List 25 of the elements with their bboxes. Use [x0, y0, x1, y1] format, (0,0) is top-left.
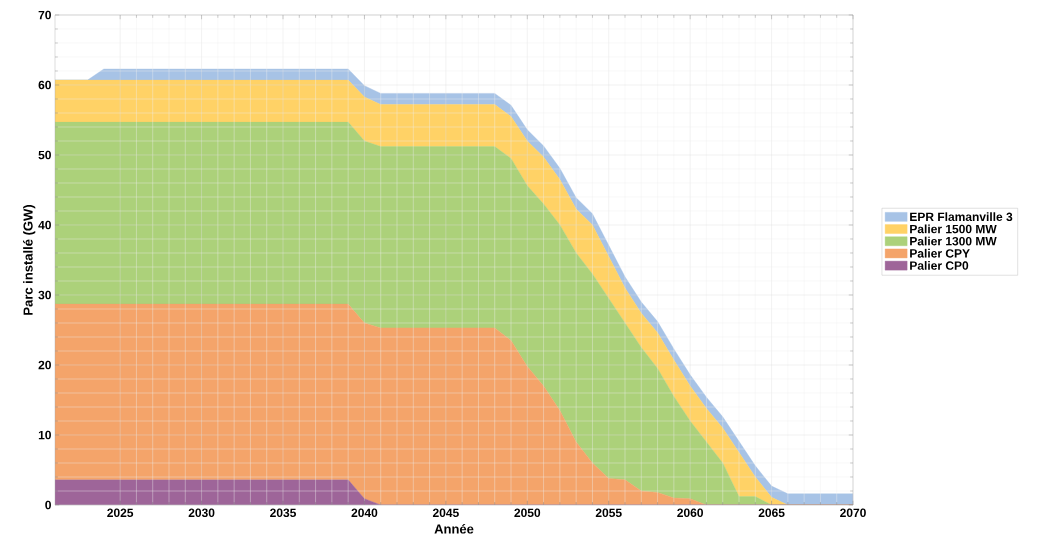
- legend-label: Palier 1500 MW: [910, 224, 997, 234]
- legend-label: Palier CP0: [910, 261, 969, 270]
- x-tick-label: 2045: [432, 508, 459, 518]
- y-tick-label: 40: [38, 220, 51, 230]
- legend-label: EPR Flamanville 3: [910, 212, 1013, 222]
- legend-label: Palier 1300 MW: [910, 236, 997, 246]
- y-tick-label: 70: [38, 10, 51, 20]
- y-tick-label: 10: [38, 430, 51, 440]
- y-tick-label: 0: [45, 500, 51, 510]
- legend-label: Palier CPY: [910, 248, 970, 258]
- x-tick-label: 2065: [758, 508, 785, 518]
- x-tick-label: 2025: [107, 508, 134, 518]
- x-tick-label: 2070: [840, 508, 866, 518]
- x-tick-label: 2050: [514, 508, 541, 518]
- y-axis-title: Parc installé (GW): [23, 205, 36, 315]
- x-tick-label: 2060: [677, 508, 703, 518]
- y-tick-label: 30: [38, 290, 51, 300]
- y-tick-label: 60: [38, 80, 51, 90]
- y-tick-label: 50: [38, 150, 51, 160]
- y-tick-label: 20: [38, 360, 51, 370]
- x-tick-label: 2055: [595, 508, 622, 518]
- x-tick-label: 2035: [270, 508, 297, 518]
- x-axis-title: Année: [434, 523, 474, 534]
- x-tick-label: 2030: [188, 508, 215, 518]
- x-tick-label: 2040: [351, 508, 378, 518]
